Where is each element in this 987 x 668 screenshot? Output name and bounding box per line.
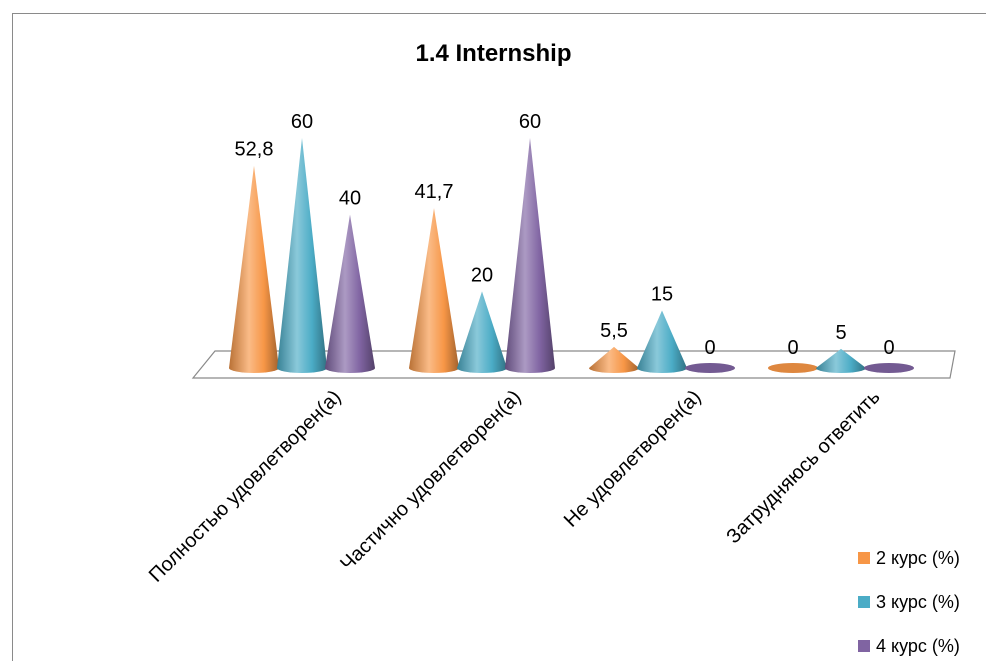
data-label: 0: [883, 337, 894, 359]
legend-item: 3 курс (%): [858, 580, 960, 624]
category-tick-label: Полностью удовлетворен(а): [145, 386, 346, 587]
legend-swatch-4-kurs: [858, 640, 870, 652]
cone-bar: [325, 214, 375, 373]
category-tick-label: Частично удовлетворен(а): [336, 386, 525, 575]
data-label: 5: [835, 322, 846, 344]
cone-bar: [229, 165, 279, 373]
data-label: 0: [704, 337, 715, 359]
cone-bar: [685, 363, 735, 373]
data-label: 60: [291, 111, 313, 133]
legend-label: 4 курс (%): [876, 635, 960, 656]
chart-title: 1.4 Internship: [415, 40, 572, 67]
legend-item: 2 курс (%): [858, 536, 960, 580]
legend-swatch-2-kurs: [858, 552, 870, 564]
legend: 2 курс (%) 3 курс (%) 4 курс (%): [858, 536, 960, 668]
data-label: 41,7: [415, 181, 454, 203]
cone-bar: [864, 363, 914, 373]
legend-label: 3 курс (%): [876, 591, 960, 612]
category-tick-label: Не удовлетворен(а): [560, 386, 706, 532]
data-label: 20: [471, 264, 493, 286]
data-label: 60: [519, 111, 541, 133]
cone-bar: [768, 363, 818, 373]
legend-label: 2 курс (%): [876, 547, 960, 568]
cone-bar: [505, 138, 555, 373]
cone-bar: [816, 348, 866, 373]
data-label: 40: [339, 188, 361, 210]
data-label: 5,5: [600, 320, 628, 342]
cone-bar: [457, 291, 507, 373]
floor: [191, 350, 956, 379]
legend-item: 4 курс (%): [858, 624, 960, 668]
cone-bar: [589, 346, 639, 373]
cone-bar: [277, 138, 327, 373]
chart-frame: [12, 13, 986, 661]
data-label: 52,8: [235, 139, 274, 161]
data-label: 0: [787, 337, 798, 359]
cone-bar: [409, 208, 459, 373]
data-label: 15: [651, 284, 673, 306]
legend-swatch-3-kurs: [858, 596, 870, 608]
category-tick-label: Затрудняюсь ответить: [722, 386, 884, 548]
cone-bar: [637, 310, 687, 373]
